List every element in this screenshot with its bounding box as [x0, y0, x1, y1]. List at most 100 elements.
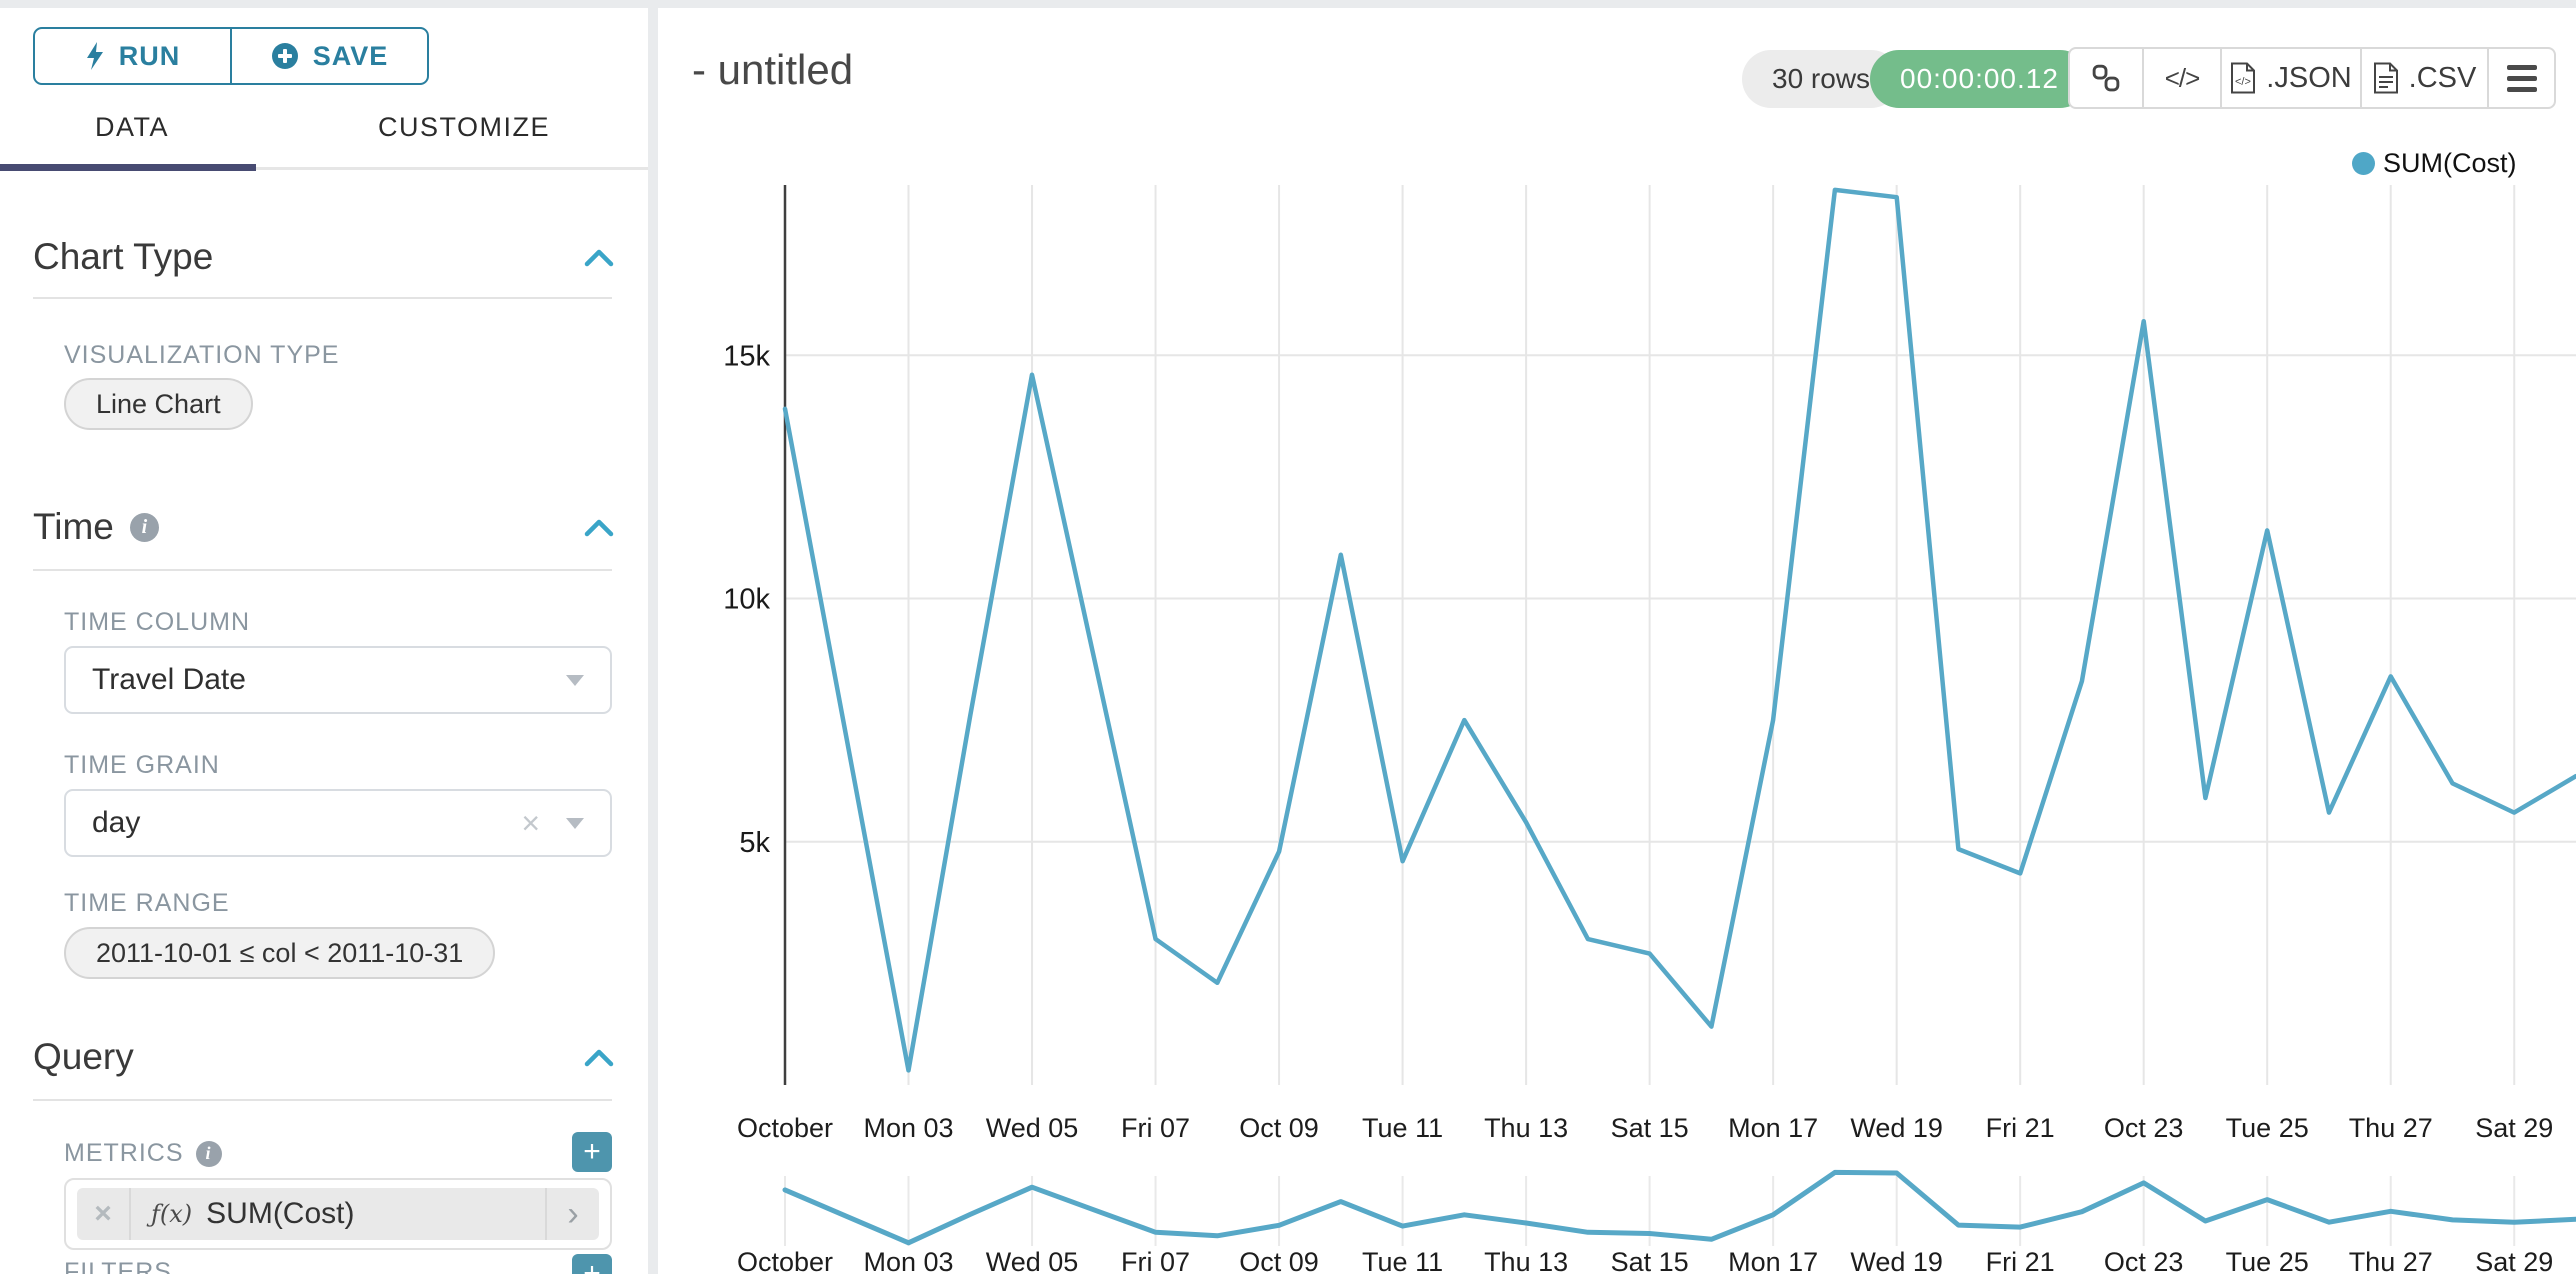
time-title-text: Time [33, 506, 114, 547]
mini-x-axis-label: Tue 11 [1362, 1247, 1443, 1274]
run-save-button-group: RUN SAVE [33, 27, 429, 85]
main-x-axis-label: Oct 23 [2104, 1113, 2184, 1143]
mini-x-axis-label: Thu 27 [2349, 1247, 2433, 1274]
divider [33, 297, 612, 299]
mini-x-axis-label: Oct 09 [1239, 1247, 1319, 1274]
main-x-axis-label: October [737, 1113, 833, 1143]
expand-metric-icon[interactable]: › [545, 1188, 599, 1240]
main-x-axis-label: Mon 03 [863, 1113, 953, 1143]
main-x-axis-label: Fri 21 [1986, 1113, 2055, 1143]
active-tab-indicator [0, 164, 256, 171]
time-column-value: Travel Date [92, 663, 246, 696]
metrics-label-text: METRICS [64, 1139, 184, 1167]
save-button[interactable]: SAVE [230, 29, 427, 83]
row-count-badge: 30 rows [1742, 50, 1901, 108]
y-axis-label: 15k [723, 340, 770, 372]
time-range-pill[interactable]: 2011-10-01 ≤ col < 2011-10-31 [64, 927, 496, 979]
info-icon[interactable]: i [129, 512, 159, 542]
bolt-icon [86, 42, 103, 70]
export-csv-button[interactable]: .CSV [2360, 49, 2487, 107]
hamburger-menu-icon [2506, 64, 2537, 92]
save-button-label: SAVE [312, 40, 389, 71]
main-x-axis-label: Wed 19 [1850, 1113, 1943, 1143]
main-x-axis-label: Thu 13 [1484, 1113, 1568, 1143]
main-x-axis-label: Wed 05 [986, 1113, 1079, 1143]
mini-x-axis-label: Wed 19 [1850, 1247, 1943, 1274]
chart-menu-button[interactable] [2487, 49, 2554, 107]
metric-label: ƒ(x) SUM(Cost) [131, 1188, 545, 1240]
main-x-axis-label: Fri 07 [1121, 1113, 1190, 1143]
view-query-button[interactable]: </> [2142, 49, 2220, 107]
mini-x-axis-label: Thu 13 [1484, 1247, 1568, 1274]
csv-file-icon [2373, 62, 2398, 94]
main-x-axis-label: Sat 15 [1611, 1113, 1689, 1143]
sidebar-tabbar: DATA CUSTOMIZE [0, 104, 648, 171]
link-icon [2092, 64, 2120, 92]
chart-panel [658, 8, 2576, 1274]
mini-x-axis-label: Fri 07 [1121, 1247, 1190, 1274]
mini-x-axis-label: Fri 21 [1986, 1247, 2055, 1274]
function-icon: ƒ(x) [151, 1200, 193, 1228]
main-x-axis-label: Oct 09 [1239, 1113, 1319, 1143]
collapse-chevron-icon[interactable] [583, 1046, 615, 1070]
chevron-down-icon [566, 817, 584, 829]
export-json-button[interactable]: </> .JSON [2220, 49, 2360, 107]
time-grain-label: TIME GRAIN [64, 751, 220, 779]
mini-context-series-line [782, 1169, 2576, 1246]
time-column-select[interactable]: Travel Date [64, 646, 612, 714]
export-json-label: .JSON [2266, 61, 2352, 94]
clear-icon[interactable]: × [521, 805, 540, 841]
mini-x-axis-label: Mon 03 [863, 1247, 953, 1274]
add-filter-button[interactable]: + [572, 1254, 612, 1274]
export-toolbar: </> </> .JSON .CSV [2068, 47, 2556, 109]
collapse-chevron-icon[interactable] [583, 516, 615, 540]
run-button[interactable]: RUN [35, 29, 230, 83]
time-grain-select[interactable]: day × [64, 789, 612, 857]
visualization-type-pill[interactable]: Line Chart [64, 378, 253, 430]
metrics-container: × ƒ(x) SUM(Cost) › [64, 1178, 612, 1250]
y-axis-label: 5k [739, 827, 770, 859]
mini-x-axis-label: Oct 23 [2104, 1247, 2184, 1274]
filters-label: FILTERS [64, 1258, 172, 1274]
main-x-axis-label: Thu 27 [2349, 1113, 2433, 1143]
share-link-button[interactable] [2070, 49, 2142, 107]
mini-x-axis-label: Mon 17 [1728, 1247, 1818, 1274]
mini-x-axis-label: October [737, 1247, 833, 1274]
metric-name: SUM(Cost) [206, 1197, 355, 1230]
mini-x-axis-label: Sat 29 [2475, 1247, 2553, 1274]
metrics-label: METRICS i [64, 1139, 222, 1168]
chart-title[interactable]: - untitled [692, 46, 854, 93]
collapse-chevron-icon[interactable] [583, 246, 615, 270]
export-csv-label: .CSV [2408, 61, 2477, 94]
run-button-label: RUN [118, 40, 181, 71]
metric-token-sum-cost[interactable]: × ƒ(x) SUM(Cost) › [77, 1188, 599, 1240]
main-x-axis-label: Mon 17 [1728, 1113, 1818, 1143]
time-range-label: TIME RANGE [64, 889, 230, 917]
time-grain-value: day [92, 806, 141, 839]
divider [33, 569, 612, 571]
divider [33, 1099, 612, 1101]
series-line-sum-cost [782, 187, 2576, 1073]
control-sidebar: RUN SAVE DATA CUSTOMIZE Chart Type VISUA… [0, 8, 648, 1274]
mini-x-axis-label: Tue 25 [2226, 1247, 2309, 1274]
section-chart-type-title: Chart Type [33, 236, 214, 277]
chart-legend[interactable]: SUM(Cost) [2352, 148, 2517, 179]
main-x-axis-label: Tue 11 [1362, 1113, 1443, 1143]
time-column-label: TIME COLUMN [64, 608, 250, 636]
visualization-type-label: VISUALIZATION TYPE [64, 341, 340, 369]
code-icon: </> [2164, 62, 2201, 93]
tab-data[interactable]: DATA [95, 112, 170, 142]
info-icon[interactable]: i [195, 1140, 222, 1167]
query-timer-badge: 00:00:00.12 [1870, 50, 2089, 108]
main-x-axis-label: Sat 29 [2475, 1113, 2553, 1143]
json-file-icon: </> [2231, 62, 2256, 94]
legend-series-label: SUM(Cost) [2383, 148, 2517, 178]
remove-metric-icon[interactable]: × [77, 1188, 131, 1240]
add-metric-button[interactable]: + [572, 1132, 612, 1172]
legend-series-dot [2352, 152, 2375, 175]
svg-text:</>: </> [2235, 76, 2251, 88]
section-query-title: Query [33, 1036, 134, 1077]
tab-customize[interactable]: CUSTOMIZE [378, 112, 551, 142]
